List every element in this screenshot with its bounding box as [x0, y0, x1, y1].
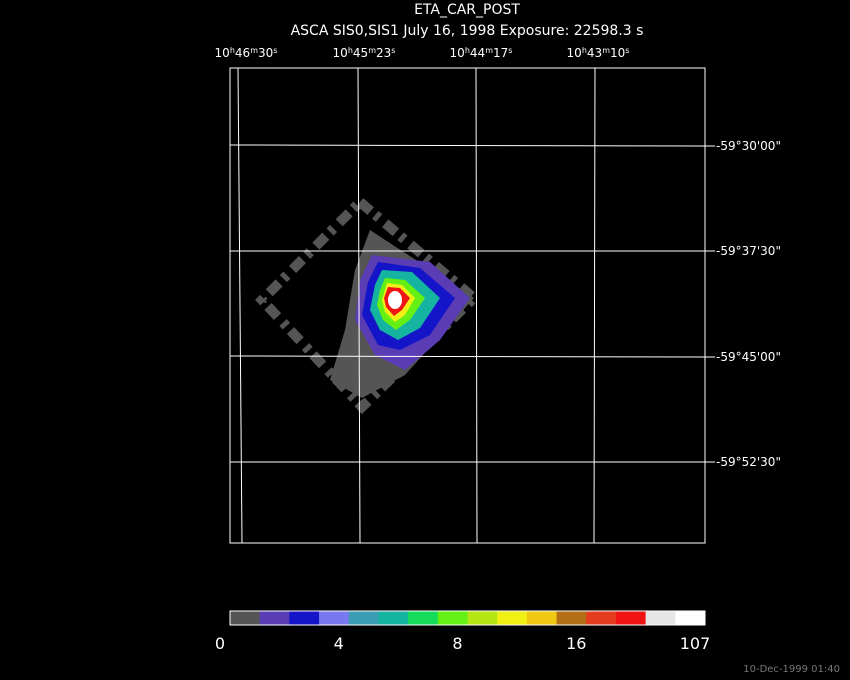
colorbar-segment: [615, 611, 647, 625]
colorbar-segment: [289, 611, 320, 625]
dec-label: -59°45'00": [716, 350, 781, 364]
ra-line: [475, 67, 478, 544]
colorbar-tick-label: 0: [215, 634, 225, 653]
colorbar-segment: [259, 611, 290, 625]
colorbar-segment: [526, 611, 558, 625]
colorbar-tick-label: 4: [334, 634, 344, 653]
ra-label: 10h44m17s: [450, 46, 513, 61]
subtitle: ASCA SIS0,SIS1 July 16, 1998 Exposure: 2…: [291, 23, 644, 39]
ra-label-part: 23: [376, 46, 391, 60]
ra-label-part: s: [391, 46, 395, 55]
colorbar-segment: [645, 611, 676, 625]
dec-label: -59°37'30": [716, 244, 781, 258]
coordinate-grid: [229, 67, 706, 544]
colorbar-segment: [437, 611, 468, 625]
ra-label-part: h: [348, 46, 353, 55]
colorbar-segment: [230, 611, 261, 625]
ra-label-part: 10: [610, 46, 625, 60]
ra-label-part: 10: [215, 46, 230, 60]
sky-image: [255, 195, 482, 415]
colorbar-tick-label: 8: [452, 634, 462, 653]
ra-label-part: 30: [258, 46, 273, 60]
dec-line: [229, 144, 706, 147]
detector-edge: [255, 195, 482, 415]
peak: [388, 291, 402, 309]
ra-label-part: 17: [493, 46, 508, 60]
dec-label: -59°52'30": [716, 455, 781, 469]
ra-line: [357, 67, 361, 544]
ra-label-part: m: [602, 46, 610, 55]
title: ETA_CAR_POST: [414, 2, 520, 18]
frame: [229, 67, 706, 544]
ra-label: 10h46m30s: [215, 46, 278, 61]
ra-line: [593, 67, 596, 544]
ra-label-part: s: [625, 46, 629, 55]
colorbar-segment: [378, 611, 409, 625]
colorbar-segment: [467, 611, 498, 625]
ra-label-part: h: [230, 46, 235, 55]
ra-label-part: 43: [587, 46, 602, 60]
timestamp: 10-Dec-1999 01:40: [743, 664, 840, 675]
colorbar-segment: [586, 611, 617, 625]
dec-line: [229, 355, 706, 358]
colorbar-segment: [497, 611, 528, 625]
ra-label: 10h45m23s: [333, 46, 396, 61]
ra-label: 10h43m10s: [567, 46, 630, 61]
ra-label-part: 45: [353, 46, 368, 60]
colorbar-segment: [408, 611, 439, 625]
ra-label-part: 10: [567, 46, 582, 60]
colorbar-segment: [348, 611, 379, 625]
ra-label-part: h: [582, 46, 587, 55]
colorbar-segment: [319, 611, 350, 625]
ra-label-part: m: [250, 46, 258, 55]
ra-label-part: 44: [470, 46, 485, 60]
ra-label-part: 46: [235, 46, 250, 60]
ra-line: [237, 67, 243, 544]
colorbar-frame: [229, 610, 706, 626]
colorbar-segment: [556, 611, 587, 625]
ra-label-part: s: [508, 46, 512, 55]
ra-label-part: 10: [450, 46, 465, 60]
colorbar-tick-label: 16: [566, 634, 586, 653]
ra-label-part: s: [273, 46, 277, 55]
ra-label-part: m: [368, 46, 376, 55]
ra-label-part: h: [465, 46, 470, 55]
colorbar-segment: [675, 611, 706, 625]
ra-label-part: m: [485, 46, 493, 55]
dec-label: -59°30'00": [716, 139, 781, 153]
ra-label-part: 10: [333, 46, 348, 60]
colorbar-tick-label: 107: [680, 634, 711, 653]
